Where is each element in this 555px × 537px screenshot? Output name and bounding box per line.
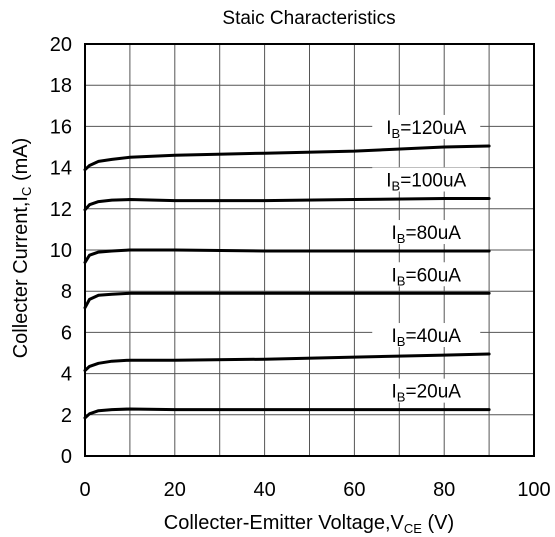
series-label-symbol: I [392, 326, 397, 347]
x-axis-label: Collecter-Emitter Voltage,VCE (V) [164, 512, 454, 536]
y-tick-label: 16 [50, 116, 72, 138]
series-label-symbol: I [392, 382, 397, 403]
series-label: IB=60uA [392, 265, 462, 288]
x-tick-label: 40 [253, 479, 275, 501]
series-label-backdrop [372, 323, 481, 348]
series-label-symbol: I [392, 265, 397, 286]
series-label-backdrop [372, 378, 481, 403]
x-tick-label: 60 [343, 479, 365, 501]
y-axis-label-main: Collecter Current,I [10, 196, 32, 358]
series-label-subscript: B [397, 273, 406, 288]
series-label-subscript: B [392, 179, 401, 194]
x-axis-label-main: Collecter-Emitter Voltage,V [164, 512, 405, 534]
y-axis-label-sub: C [19, 187, 34, 196]
plot-frame [84, 43, 535, 457]
series-line [83, 407, 491, 420]
series-label-value: =80uA [405, 223, 461, 244]
series-line [83, 248, 491, 264]
series-label-symbol: I [386, 171, 391, 192]
x-axis-label-sub: CE [404, 521, 422, 536]
series-label: IB=80uA [392, 223, 462, 246]
x-tick-label: 100 [517, 479, 550, 501]
series-label-subscript: B [392, 126, 401, 141]
y-axis-label: Collecter Current,IC (mA) [10, 138, 34, 359]
y-tick-label: 12 [50, 199, 72, 221]
series-label-value: =100uA [400, 171, 466, 192]
series-label-backdrop [372, 167, 481, 192]
y-tick-label: 8 [61, 281, 72, 303]
series-label-subscript: B [397, 231, 406, 246]
series-labels: IB=120uAIB=100uAIB=80uAIB=60uAIB=40uAIB=… [372, 114, 481, 405]
y-tick-label: 0 [61, 446, 72, 468]
series-label: IB=100uA [386, 171, 466, 194]
y-tick-label: 20 [50, 34, 72, 56]
series-label-backdrop [372, 220, 481, 245]
x-tick-label: 0 [79, 479, 90, 501]
series-label-value: =120uA [400, 118, 466, 139]
y-axis-label-unit: (mA) [10, 138, 32, 187]
series-label-backdrop [372, 262, 481, 287]
series-label: IB=20uA [392, 382, 462, 405]
x-tick-label: 80 [433, 479, 455, 501]
series-line [83, 197, 491, 212]
series-label-backdrop [372, 114, 481, 139]
series-label-symbol: I [392, 223, 397, 244]
y-tick-label: 4 [61, 364, 72, 386]
series-label: IB=40uA [392, 326, 462, 349]
y-tick-label: 14 [50, 158, 72, 180]
tick-labels: 0 20 40 60 80 100 0 2 4 6 8 10 12 14 16 18 20 [50, 34, 551, 501]
series-label: IB=120uA [386, 118, 466, 141]
series-label-value: =20uA [405, 382, 461, 403]
series-label-subscript: B [397, 390, 406, 405]
y-tick-label: 6 [61, 322, 72, 344]
y-tick-label: 10 [50, 240, 72, 262]
series-label-value: =60uA [405, 265, 461, 286]
x-axis-label-unit: (V) [422, 512, 454, 534]
series-label-subscript: B [397, 334, 406, 349]
series-line [83, 352, 491, 372]
chart-title: Staic Characteristics [222, 8, 395, 29]
series-label-symbol: I [386, 118, 391, 139]
y-tick-label: 18 [50, 75, 72, 97]
x-tick-label: 20 [164, 479, 186, 501]
series-line [83, 144, 491, 172]
series-label-value: =40uA [405, 326, 461, 347]
series-curves [83, 144, 491, 420]
y-tick-label: 2 [61, 405, 72, 427]
series-line [83, 291, 491, 310]
